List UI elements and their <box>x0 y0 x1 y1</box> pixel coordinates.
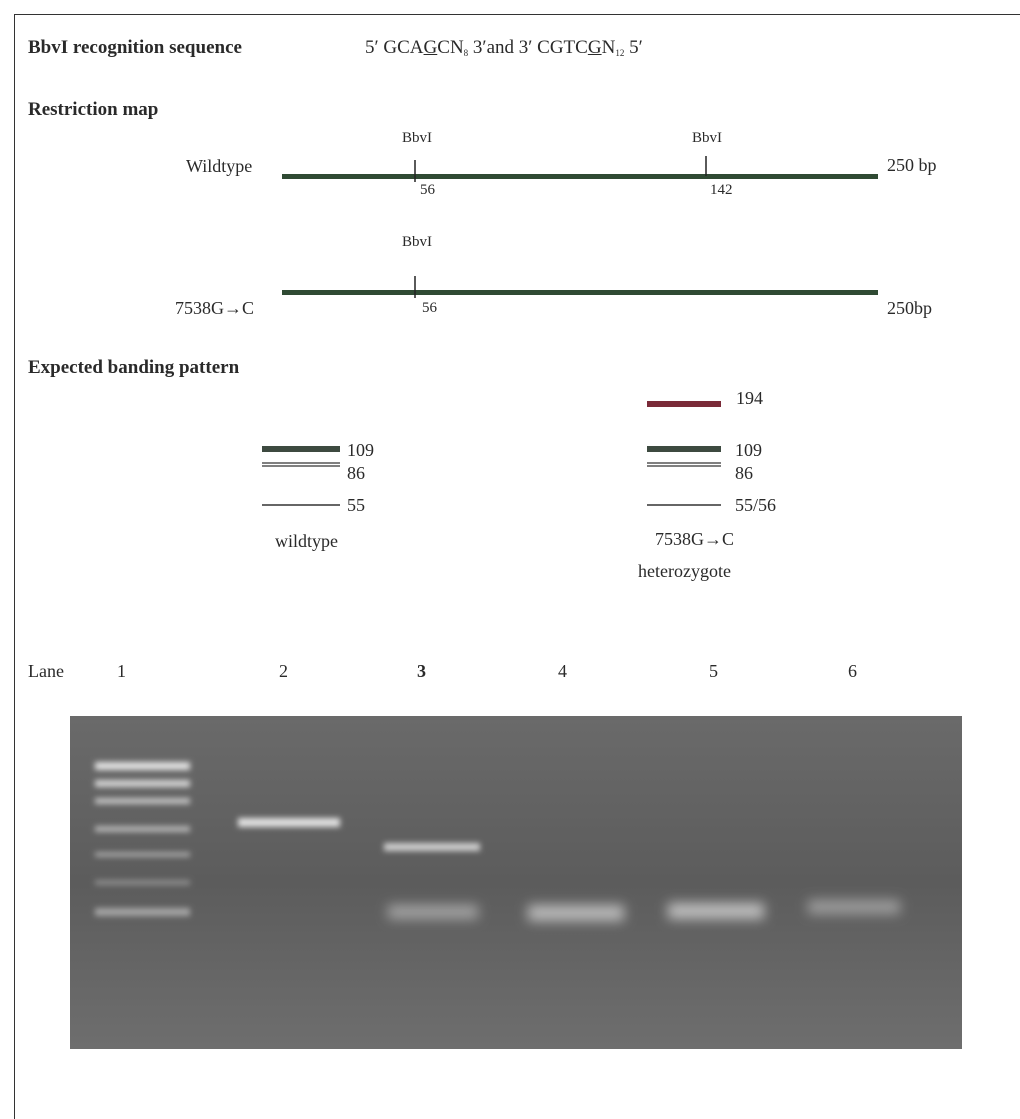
map-label: 7538G→C <box>175 299 254 317</box>
lane-heading: Lane <box>28 662 64 680</box>
dna-strand <box>282 290 878 295</box>
recognition-sequence: 5′ GCAGCN8 3′and 3′ CGTCGN12 5′ <box>365 38 643 58</box>
sequence-part: 3′and 3′ CGTC <box>468 37 588 58</box>
sequence-part: N <box>602 37 616 58</box>
sequence-part: 5′ GCA <box>365 37 424 58</box>
sequence-part: CN <box>437 37 463 58</box>
heading: Expected banding pattern <box>28 358 239 377</box>
band <box>647 401 721 407</box>
band-size: 86 <box>347 464 365 482</box>
map-label: Wildtype <box>186 157 252 175</box>
size-label: 250bp <box>887 299 932 317</box>
graphics <box>0 0 1020 1119</box>
band-size: 86 <box>735 464 753 482</box>
gel-image <box>70 716 962 1049</box>
sequence-part: 12 <box>615 48 624 58</box>
band-size: 55/56 <box>735 496 776 514</box>
lane-number: 3 <box>417 662 426 680</box>
pattern-label: wildtype <box>275 532 338 550</box>
sequence-part: G <box>424 37 438 58</box>
lane-number: 2 <box>279 662 288 680</box>
lane-number: 1 <box>117 662 126 680</box>
page: BbvI recognition sequence 5′ GCAGCN8 3′a… <box>0 0 1020 1119</box>
band-size: 55 <box>347 496 365 514</box>
site-position: 142 <box>710 183 733 198</box>
heading: Restriction map <box>28 100 158 119</box>
dna-strand <box>282 174 878 179</box>
heading: BbvI recognition sequence <box>28 38 242 57</box>
pattern-label: 7538G→C <box>655 530 734 548</box>
lane-number: 6 <box>848 662 857 680</box>
lane-number: 5 <box>709 662 718 680</box>
band-size: 194 <box>736 389 763 407</box>
size-label: 250 bp <box>887 156 937 174</box>
sequence-part: G <box>588 37 602 58</box>
band <box>262 446 340 452</box>
site-position: 56 <box>422 301 437 316</box>
enzyme-label: BbvI <box>692 131 722 146</box>
sequence-part: 5′ <box>624 37 642 58</box>
pattern-label: heterozygote <box>638 562 731 580</box>
band <box>647 446 721 452</box>
lane-number: 4 <box>558 662 567 680</box>
site-position: 56 <box>420 183 435 198</box>
enzyme-label: BbvI <box>402 131 432 146</box>
enzyme-label: BbvI <box>402 235 432 250</box>
band-size: 109 <box>347 441 374 459</box>
band-size: 109 <box>735 441 762 459</box>
